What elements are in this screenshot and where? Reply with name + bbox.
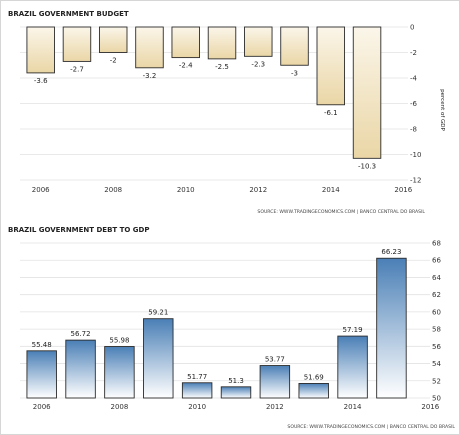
- c2-y-tick-label: 68: [432, 240, 441, 248]
- budget-chart-title: BRAZIL GOVERNMENT BUDGET: [8, 10, 129, 18]
- c2-data-label-2011: 51.3: [228, 377, 244, 385]
- debt-chart: BRAZIL GOVERNMENT DEBT TO GDP 55.48 56.72…: [8, 226, 455, 430]
- c2-bar-2006: [26, 350, 57, 399]
- c1-y-tick-label: -2: [410, 49, 417, 57]
- c2-bar-2014: [337, 335, 368, 399]
- c1-x-tick-label: 2012: [249, 186, 267, 194]
- budget-source-note: SOURCE: WWW.TRADINGECONOMICS.COM | BANCO…: [257, 209, 425, 215]
- c1-y-tick-label: -4: [410, 75, 418, 83]
- c2-data-label-2014: 57.19: [343, 326, 363, 334]
- c2-x-tick-label: 2008: [111, 403, 129, 411]
- c2-y-tick-label: 58: [432, 326, 441, 334]
- c2-y-tick-label: 64: [432, 274, 441, 282]
- c1-bar-2008: [98, 26, 128, 53]
- budget-chart: BRAZIL GOVERNMENT BUDGET -3.6 -2.7 -2 -3.2 -…: [8, 10, 445, 215]
- c1-y-tick-label: -6: [410, 100, 418, 108]
- c1-x-tick-label: 2008: [104, 186, 122, 194]
- c2-x-tick-label: 2012: [266, 403, 284, 411]
- c2-x-tick-label: 2014: [344, 403, 362, 411]
- c2-bar-2007: [65, 339, 96, 399]
- c1-data-label-2014: -6.1: [324, 109, 338, 117]
- budget-y-axis-label: percent of GDP: [439, 89, 445, 131]
- c1-bar-2006: [26, 26, 55, 74]
- c2-x-tick-label: 2016: [421, 403, 439, 411]
- c2-y-tick-label: 62: [432, 291, 441, 299]
- c2-bar-2015: [376, 257, 407, 399]
- c2-y-tick-label: 60: [432, 308, 441, 316]
- c2-bar-2008: [104, 346, 135, 399]
- c1-data-label-2011: -2.5: [215, 63, 229, 71]
- c1-bar-2010: [171, 26, 200, 59]
- c1-x-tick-label: 2016: [394, 186, 412, 194]
- c1-x-tick-label: 2006: [32, 186, 50, 194]
- c1-bar-2009: [135, 26, 164, 69]
- c2-data-label-2008: 55.98: [109, 337, 129, 345]
- c1-bar-2013: [280, 26, 309, 66]
- c1-y-tick-label: -10: [410, 151, 421, 159]
- c2-data-label-2009: 59.21: [148, 309, 168, 317]
- c2-data-label-2010: 51.77: [187, 373, 207, 381]
- c1-data-label-2009: -3.2: [143, 72, 157, 80]
- c2-bar-2013: [298, 382, 329, 399]
- c1-x-tick-label: 2014: [322, 186, 340, 194]
- c2-y-tick-label: 52: [432, 377, 441, 385]
- c2-y-tick-label: 50: [432, 395, 441, 403]
- c2-data-label-2006: 55.48: [32, 341, 52, 349]
- c2-y-tick-label: 54: [432, 360, 441, 368]
- c1-y-tick-label: 0: [410, 24, 414, 32]
- c2-data-label-2012: 53.77: [265, 356, 285, 364]
- c2-bar-2010: [181, 382, 213, 399]
- c1-bar-2015: [352, 26, 382, 159]
- c1-data-label-2010: -2.4: [179, 62, 193, 70]
- debt-source-note: SOURCE: WWW.TRADINGECONOMICS.COM | BANCO…: [287, 424, 455, 430]
- c2-y-tick-label: 66: [432, 257, 441, 265]
- c2-bar-2012: [259, 365, 291, 399]
- c1-bar-2012: [244, 26, 273, 57]
- c1-bar-2014: [316, 26, 346, 106]
- c1-data-label-2008: -2: [110, 57, 117, 65]
- c2-y-tick-label: 56: [432, 343, 441, 351]
- c1-data-label-2007: -2.7: [70, 65, 84, 73]
- c1-bar-2007: [62, 26, 92, 62]
- c2-bar-2009: [143, 318, 174, 399]
- c1-x-tick-label: 2010: [177, 186, 195, 194]
- c1-data-label-2006: -3.6: [34, 77, 48, 85]
- c1-y-tick-label: -8: [410, 126, 417, 134]
- c2-data-label-2007: 56.72: [71, 330, 91, 338]
- c2-x-tick-label: 2010: [188, 403, 206, 411]
- c1-bar-2011: [207, 26, 237, 60]
- debt-chart-title: BRAZIL GOVERNMENT DEBT TO GDP: [8, 226, 149, 234]
- c2-data-label-2013: 51.69: [304, 373, 324, 381]
- c1-y-tick-label: -12: [410, 177, 421, 185]
- c1-data-label-2013: -3: [291, 69, 298, 77]
- c2-data-label-2015: 66.23: [381, 248, 401, 256]
- c2-bar-2011: [220, 386, 252, 399]
- c2-x-tick-label: 2006: [33, 403, 51, 411]
- c1-data-label-2015: -10.3: [358, 162, 376, 170]
- c1-data-label-2012: -2.3: [251, 60, 265, 68]
